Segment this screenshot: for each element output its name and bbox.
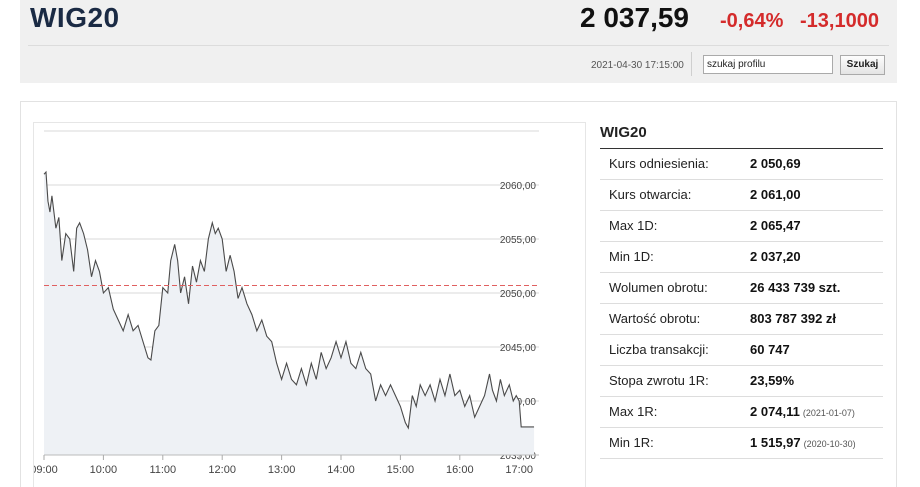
stats-row-label: Max 1D: <box>609 218 658 233</box>
stats-row-value: 23,59% <box>750 373 794 388</box>
stats-title: WIG20 <box>600 124 647 141</box>
stats-row-label: Max 1R: <box>609 404 658 419</box>
stats-title-underline <box>600 148 883 149</box>
x-tick-label: 11:00 <box>149 464 176 476</box>
stats-table: Kurs odniesienia: 2 050,69 Kurs otwarcia: 2… <box>600 149 883 459</box>
change-absolute: -13,1000 <box>800 10 879 32</box>
stats-row-label: Min 1D: <box>609 249 654 264</box>
stats-row: Min 1R: 1 515,97 (2020-10-30) <box>600 428 883 459</box>
stats-row: Kurs otwarcia: 2 061,00 <box>600 180 883 211</box>
x-tick-label: 10:00 <box>90 464 118 476</box>
stats-row-value-text: 2 050,69 <box>750 156 801 171</box>
stats-row-value: 2 061,00 <box>750 187 801 202</box>
stats-row: Kurs odniesienia: 2 050,69 <box>600 149 883 180</box>
stats-row: Wartość obrotu: 803 787 392 zł <box>600 304 883 335</box>
stats-row-value-text: 2 074,11 <box>750 404 800 419</box>
y-tick-label: 2050,00 <box>500 289 537 300</box>
search-button[interactable]: Szukaj <box>840 55 885 75</box>
stats-row-value-text: 1 515,97 <box>750 435 801 450</box>
stats-row: Wolumen obrotu: 26 433 739 szt. <box>600 273 883 304</box>
x-tick-label: 17:00 <box>505 464 533 476</box>
stats-row-label: Kurs otwarcia: <box>609 187 692 202</box>
intraday-chart: 2035,002040,002045,002050,002055,002060,… <box>33 122 586 487</box>
stats-row: Stopa zwrotu 1R: 23,59% <box>600 366 883 397</box>
stats-row-value-text: 2 061,00 <box>750 187 801 202</box>
stats-row-label: Stopa zwrotu 1R: <box>609 373 709 388</box>
quote-timestamp: 2021-04-30 17:15:00 <box>591 60 684 71</box>
instrument-title: WIG20 <box>30 2 120 33</box>
y-tick-label: 2035,00 <box>500 451 537 462</box>
stats-row-value-text: 60 747 <box>750 342 790 357</box>
y-tick-label: 2060,00 <box>500 181 537 192</box>
x-tick-label: 09:00 <box>34 464 58 476</box>
search-input[interactable] <box>703 55 833 74</box>
stats-row-note: (2021-01-07) <box>802 408 855 418</box>
price-area <box>44 172 535 455</box>
stats-row-label: Min 1R: <box>609 435 654 450</box>
stats-row-value: 2 074,11 (2021-01-07) <box>750 404 855 419</box>
y-tick-label: 2055,00 <box>500 235 537 246</box>
stats-row: Min 1D: 2 037,20 <box>600 242 883 273</box>
stats-row-label: Wolumen obrotu: <box>609 280 708 295</box>
vertical-divider <box>691 52 692 76</box>
stats-row-label: Wartość obrotu: <box>609 311 701 326</box>
stats-row-value: 1 515,97 (2020-10-30) <box>750 435 856 450</box>
stats-row-value-text: 2 037,20 <box>750 249 801 264</box>
stats-row-value-text: 26 433 739 szt. <box>750 280 841 295</box>
stats-row-label: Kurs odniesienia: <box>609 156 709 171</box>
stats-row-value-text: 23,59% <box>750 373 795 388</box>
stats-row-note: (2020-10-30) <box>803 439 856 449</box>
last-price: 2 037,59 <box>580 2 689 33</box>
stats-row-value-text: 2 065,47 <box>750 218 801 233</box>
stats-row: Max 1D: 2 065,47 <box>600 211 883 242</box>
x-tick-label: 15:00 <box>387 464 415 476</box>
x-tick-label: 16:00 <box>446 464 474 476</box>
stats-row-value-text: 803 787 392 zł <box>750 311 837 326</box>
stats-row: Max 1R: 2 074,11 (2021-01-07) <box>600 397 883 428</box>
stats-row-value: 26 433 739 szt. <box>750 280 840 295</box>
x-tick-label: 12:00 <box>208 464 236 476</box>
header-divider <box>28 45 889 46</box>
stats-row-value: 2 065,47 <box>750 218 801 233</box>
stats-row: Liczba transakcji: 60 747 <box>600 335 883 366</box>
chart-svg: 2035,002040,002045,002050,002055,002060,… <box>34 130 539 476</box>
stats-row-value: 60 747 <box>750 342 790 357</box>
stats-row-value: 2 037,20 <box>750 249 801 264</box>
stats-row-label: Liczba transakcji: <box>609 342 709 357</box>
stats-row-value: 2 050,69 <box>750 156 801 171</box>
x-tick-label: 14:00 <box>327 464 355 476</box>
stats-row-value: 803 787 392 zł <box>750 311 836 326</box>
price-line <box>43 170 535 430</box>
y-tick-label: 2045,00 <box>500 343 537 354</box>
x-tick-label: 13:00 <box>268 464 296 476</box>
quote-header: WIG20 2 037,59 -0,64% -13,1000 2021-04-3… <box>20 0 897 83</box>
change-percent: -0,64% <box>720 10 784 32</box>
